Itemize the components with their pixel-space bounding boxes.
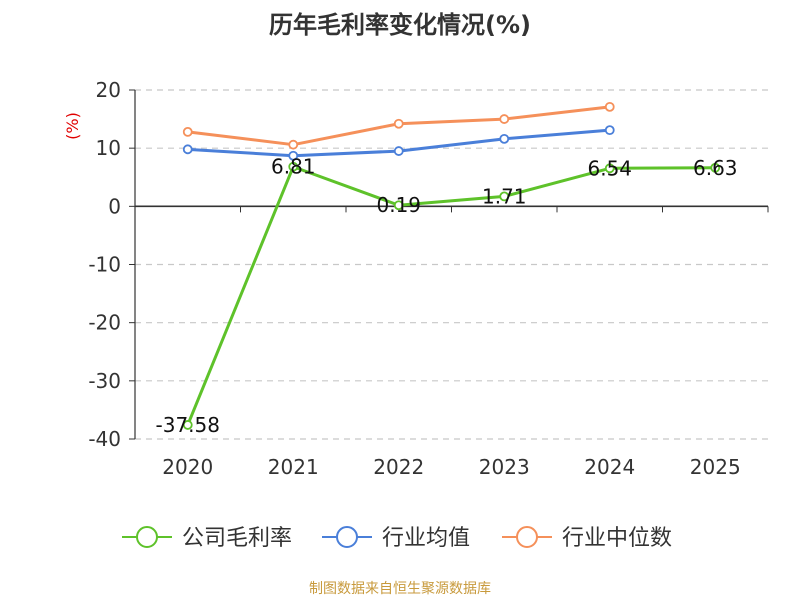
y-axis-label: (%) xyxy=(63,112,82,140)
data-point xyxy=(393,200,404,211)
x-tick-label: 2020 xyxy=(162,455,213,479)
data-point xyxy=(288,139,299,150)
data-point xyxy=(288,161,299,172)
data-point xyxy=(499,114,510,124)
data-point xyxy=(182,420,193,430)
data-label: 6.63 xyxy=(693,156,738,180)
data-point xyxy=(393,146,404,156)
data-point xyxy=(182,126,193,137)
data-point xyxy=(604,101,615,112)
data-labels: -37.58 6.81 0.19 1.71 6.54 6.63 xyxy=(156,155,738,437)
legend-marker xyxy=(136,526,158,548)
x-tick-label: 2022 xyxy=(373,455,424,479)
x-tick-label: 2023 xyxy=(479,455,530,479)
legend[interactable]: 公司毛利率 行业均值 行业中位数 xyxy=(122,526,672,551)
x-tick-label: 2024 xyxy=(584,455,635,479)
y-tick-label: 0 xyxy=(108,194,121,218)
data-point xyxy=(288,150,299,161)
grid-lines xyxy=(135,89,768,440)
data-point xyxy=(604,163,615,174)
data-point xyxy=(499,191,510,202)
series-line xyxy=(186,165,716,426)
legend-label: 公司毛利率 xyxy=(182,526,292,551)
legend-label: 行业中位数 xyxy=(562,526,672,551)
data-point xyxy=(499,133,510,144)
source-note: 制图数据来自恒生聚源数据库 xyxy=(309,581,491,597)
y-tick-label: -20 xyxy=(88,311,121,335)
data-point xyxy=(393,118,404,129)
x-tick-label: 2025 xyxy=(690,455,741,479)
legend-label: 行业均值 xyxy=(382,526,470,551)
y-tick-label: -10 xyxy=(88,253,121,277)
legend-item[interactable]: 行业中位数 xyxy=(502,526,672,551)
data-point xyxy=(182,144,193,155)
y-tick-label: -30 xyxy=(88,369,121,393)
axes xyxy=(129,89,769,440)
x-tick-label: 2021 xyxy=(268,455,319,479)
y-tick-label: 20 xyxy=(96,78,121,102)
series-lines xyxy=(182,101,721,430)
data-label: 0.19 xyxy=(376,193,421,217)
legend-marker xyxy=(516,526,538,548)
y-tick-label: 10 xyxy=(96,136,121,160)
data-point xyxy=(710,162,721,173)
legend-marker xyxy=(336,526,358,548)
tick-labels: 20 10 0 -10 -20 -30 -40 2020 2021 2022 2023 2024 202… xyxy=(88,78,740,479)
data-label: 6.81 xyxy=(271,155,316,179)
chart-title: 历年毛利率变化情况(%) xyxy=(269,11,531,39)
legend-item[interactable]: 行业均值 xyxy=(322,526,470,551)
data-label: 6.54 xyxy=(587,156,632,180)
legend-item[interactable]: 公司毛利率 xyxy=(122,526,292,551)
data-point xyxy=(604,125,615,136)
y-tick-label: -40 xyxy=(88,427,121,451)
data-label: 1.71 xyxy=(482,184,527,208)
data-label: -37.58 xyxy=(156,413,220,437)
